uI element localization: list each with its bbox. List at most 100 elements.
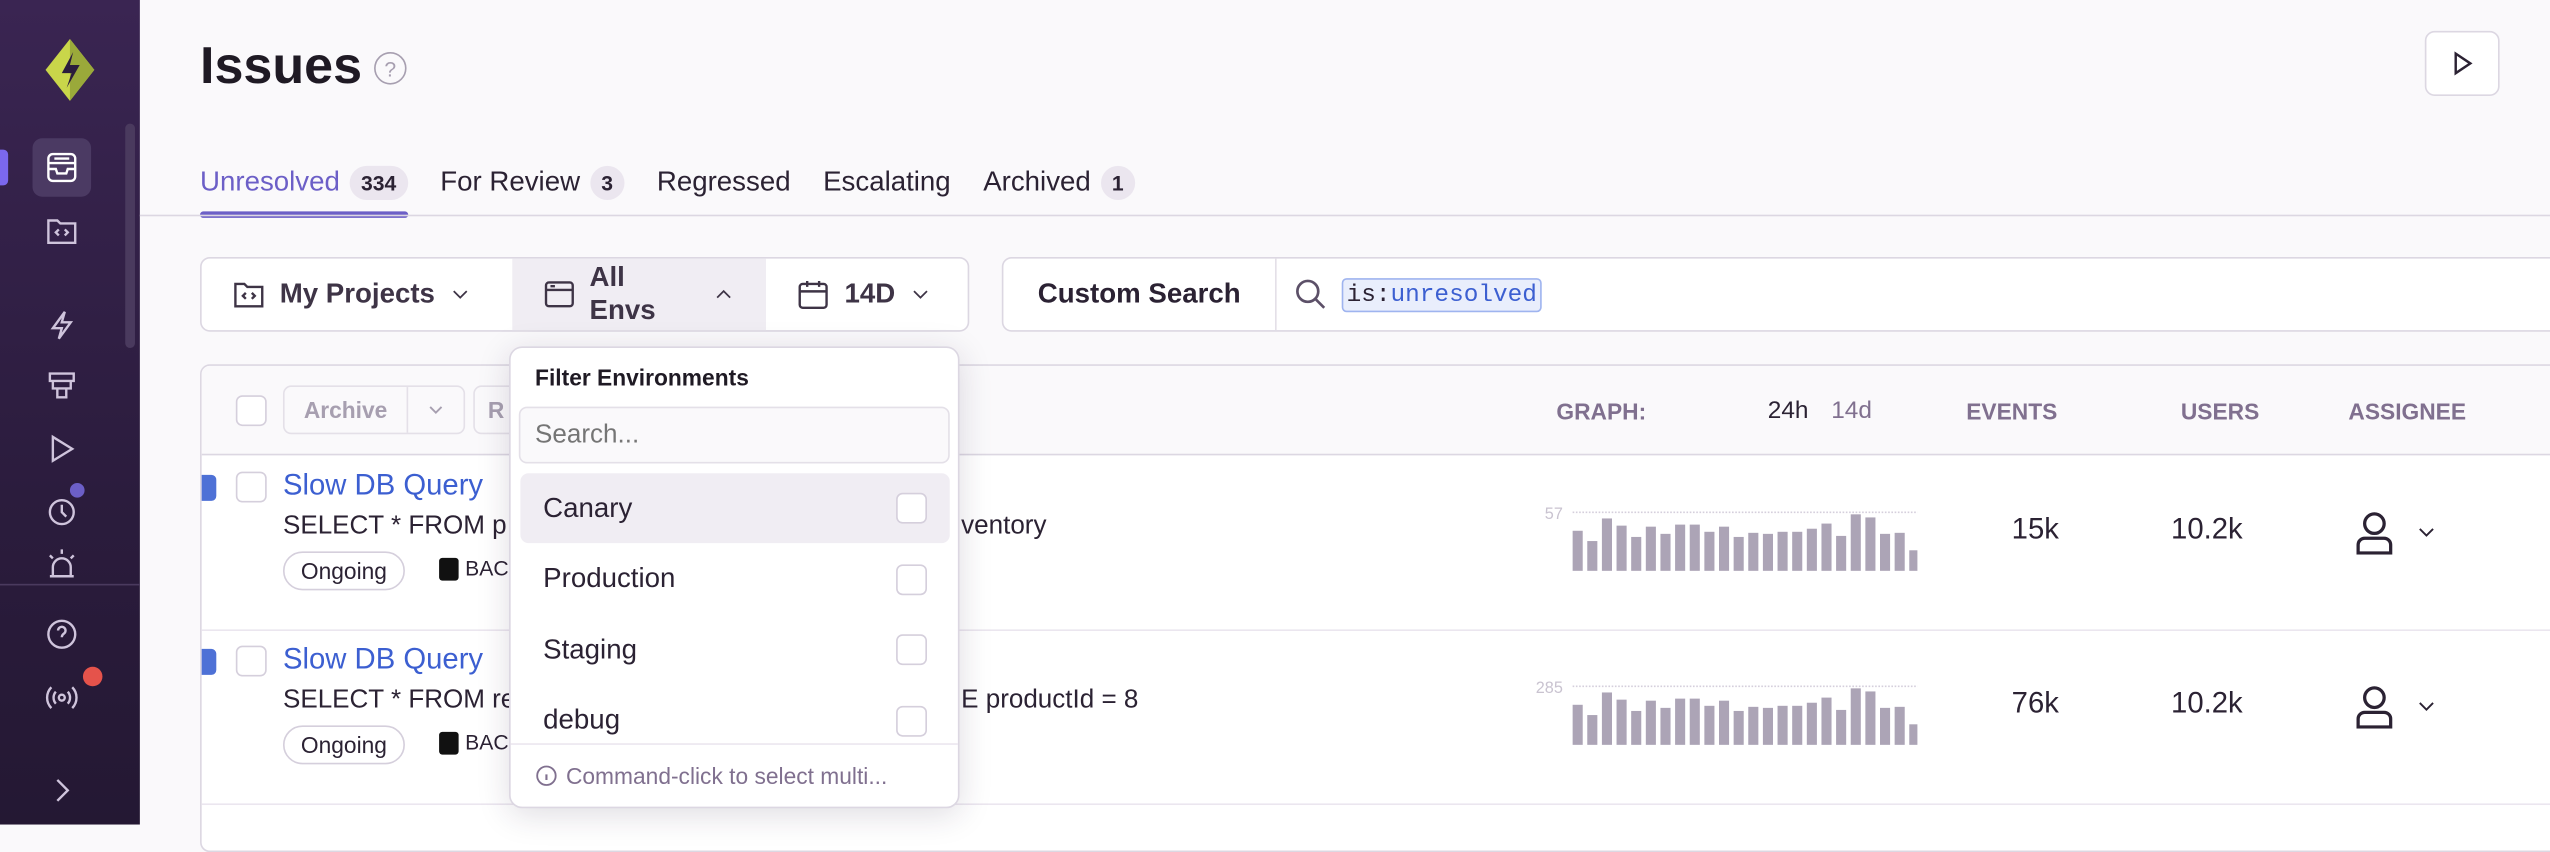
project-icon (439, 557, 459, 580)
sidebar-divider (0, 583, 140, 586)
tab-for-review[interactable]: For Review 3 (440, 150, 625, 215)
environment-option[interactable]: debug (520, 685, 949, 755)
environment-search-input[interactable] (518, 406, 950, 464)
chevron-right-icon[interactable] (33, 761, 92, 820)
graph-bar (1660, 533, 1671, 571)
graph-bar (1821, 697, 1832, 745)
graph-bar (1631, 536, 1642, 571)
main-content: Issues ? Unresolved 334 For Review 3 Regre… (139, 0, 2550, 852)
select-all-checkbox[interactable] (235, 395, 267, 427)
active-indicator (0, 149, 9, 186)
chevron-down-icon (2419, 528, 2434, 537)
broadcast-icon[interactable] (33, 668, 92, 727)
play-icon (2454, 51, 2473, 76)
calendar-icon (798, 280, 829, 309)
environment-option[interactable]: Canary (520, 473, 950, 544)
option-checkbox[interactable] (896, 563, 927, 595)
assignee-selector[interactable] (2353, 683, 2438, 729)
chevron-down-icon (453, 290, 469, 299)
project-badge[interactable]: BAC (439, 556, 509, 581)
graph-bar (1660, 707, 1671, 745)
events-count: 76k (2011, 686, 2059, 719)
project-badge[interactable]: BAC (439, 730, 509, 755)
graph-bar (1572, 704, 1583, 745)
graph-bar (1675, 524, 1686, 571)
search-token[interactable]: is:unresolved (1341, 277, 1542, 312)
graph-bar (1689, 698, 1700, 745)
tabs-divider (139, 214, 2550, 217)
option-checkbox[interactable] (896, 634, 927, 666)
sidebar (0, 0, 140, 825)
issue-title[interactable]: Slow DB Query (282, 642, 484, 675)
graph-bar (1748, 532, 1759, 571)
graph-bar (1909, 724, 1918, 745)
replays-icon[interactable] (33, 420, 92, 479)
page-filter-bar: My Projects All Envs 14D (200, 256, 970, 332)
graph-bar (1645, 700, 1656, 745)
alerts-icon[interactable] (33, 543, 92, 585)
search-icon (1296, 279, 1326, 309)
tab-escalating[interactable]: Escalating (823, 150, 951, 215)
play-button[interactable] (2424, 30, 2500, 96)
issue-message-end: E productId = 8 (961, 686, 1139, 714)
graph-bar (1806, 528, 1817, 571)
graph-bar (1689, 524, 1700, 571)
graph-bar (1792, 531, 1803, 571)
graph-period-14d[interactable]: 14d (1831, 396, 1872, 425)
graph-bar (1762, 533, 1773, 571)
graph-bar (1836, 709, 1847, 745)
tab-unresolved[interactable]: Unresolved 334 (200, 150, 408, 218)
graph-bar (1880, 707, 1891, 745)
issue-title[interactable]: Slow DB Query (282, 468, 484, 501)
token-key: is: (1346, 280, 1391, 309)
project-filter-button[interactable]: My Projects (202, 259, 512, 331)
graph-period-24h[interactable]: 24h (1767, 396, 1809, 425)
tab-label: Unresolved (200, 165, 340, 197)
issue-message: SELECT * FROM p (282, 512, 507, 540)
tab-archived[interactable]: Archived 1 (983, 150, 1136, 215)
environment-filter-button[interactable]: All Envs (511, 258, 767, 331)
project-icon (439, 731, 459, 754)
environment-option[interactable]: Staging (520, 615, 949, 685)
status-badge: Ongoing (282, 725, 405, 765)
graph-bar (1645, 526, 1656, 571)
option-checkbox[interactable] (896, 492, 927, 524)
graph-bar (1675, 698, 1686, 745)
row-checkbox[interactable] (235, 645, 267, 677)
notification-dot (69, 483, 85, 498)
issue-message: SELECT * FROM re (282, 686, 516, 714)
status-badge: Ongoing (282, 551, 405, 591)
tab-label: For Review (440, 165, 581, 197)
projects-icon[interactable] (33, 202, 92, 261)
issue-search-bar[interactable]: Custom Search is:unresolved (1001, 256, 2550, 332)
option-label: Production (543, 562, 676, 594)
graph-bar (1894, 532, 1905, 571)
archive-button[interactable]: Archive (282, 385, 466, 435)
date-filter-button[interactable]: 14D (766, 259, 967, 331)
releases-icon[interactable] (33, 356, 92, 415)
saved-search-button[interactable]: Custom Search (1003, 258, 1277, 331)
events-header[interactable]: EVENTS (1966, 398, 2058, 425)
environment-option[interactable]: Production (520, 544, 949, 614)
option-checkbox[interactable] (896, 705, 927, 736)
table-row[interactable]: Slow DB Query SELECT * FROM p ventory On… (201, 457, 2550, 632)
graph-bar (1865, 517, 1876, 571)
sentry-logo[interactable] (41, 36, 100, 104)
assignee-selector[interactable] (2353, 509, 2438, 555)
help-icon[interactable] (33, 605, 92, 664)
issues-icon[interactable] (32, 138, 92, 197)
row-checkbox[interactable] (235, 471, 267, 503)
table-row[interactable]: Slow DB Query SELECT * FROM re E product… (201, 631, 2550, 806)
graph-bar (1733, 536, 1744, 571)
project-filter-label: My Projects (279, 278, 435, 309)
tab-regressed[interactable]: Regressed (657, 150, 791, 215)
sidebar-scrollbar[interactable] (125, 123, 135, 349)
users-count: 10.2k (2171, 512, 2243, 545)
performance-icon[interactable] (33, 296, 92, 355)
graph-bar (1836, 535, 1847, 571)
crons-icon[interactable] (33, 481, 92, 540)
option-label: Staging (543, 633, 637, 665)
chevron-down-icon (914, 290, 929, 299)
graph-max-label: 57 (1545, 506, 1563, 523)
help-icon[interactable]: ? (374, 52, 407, 85)
